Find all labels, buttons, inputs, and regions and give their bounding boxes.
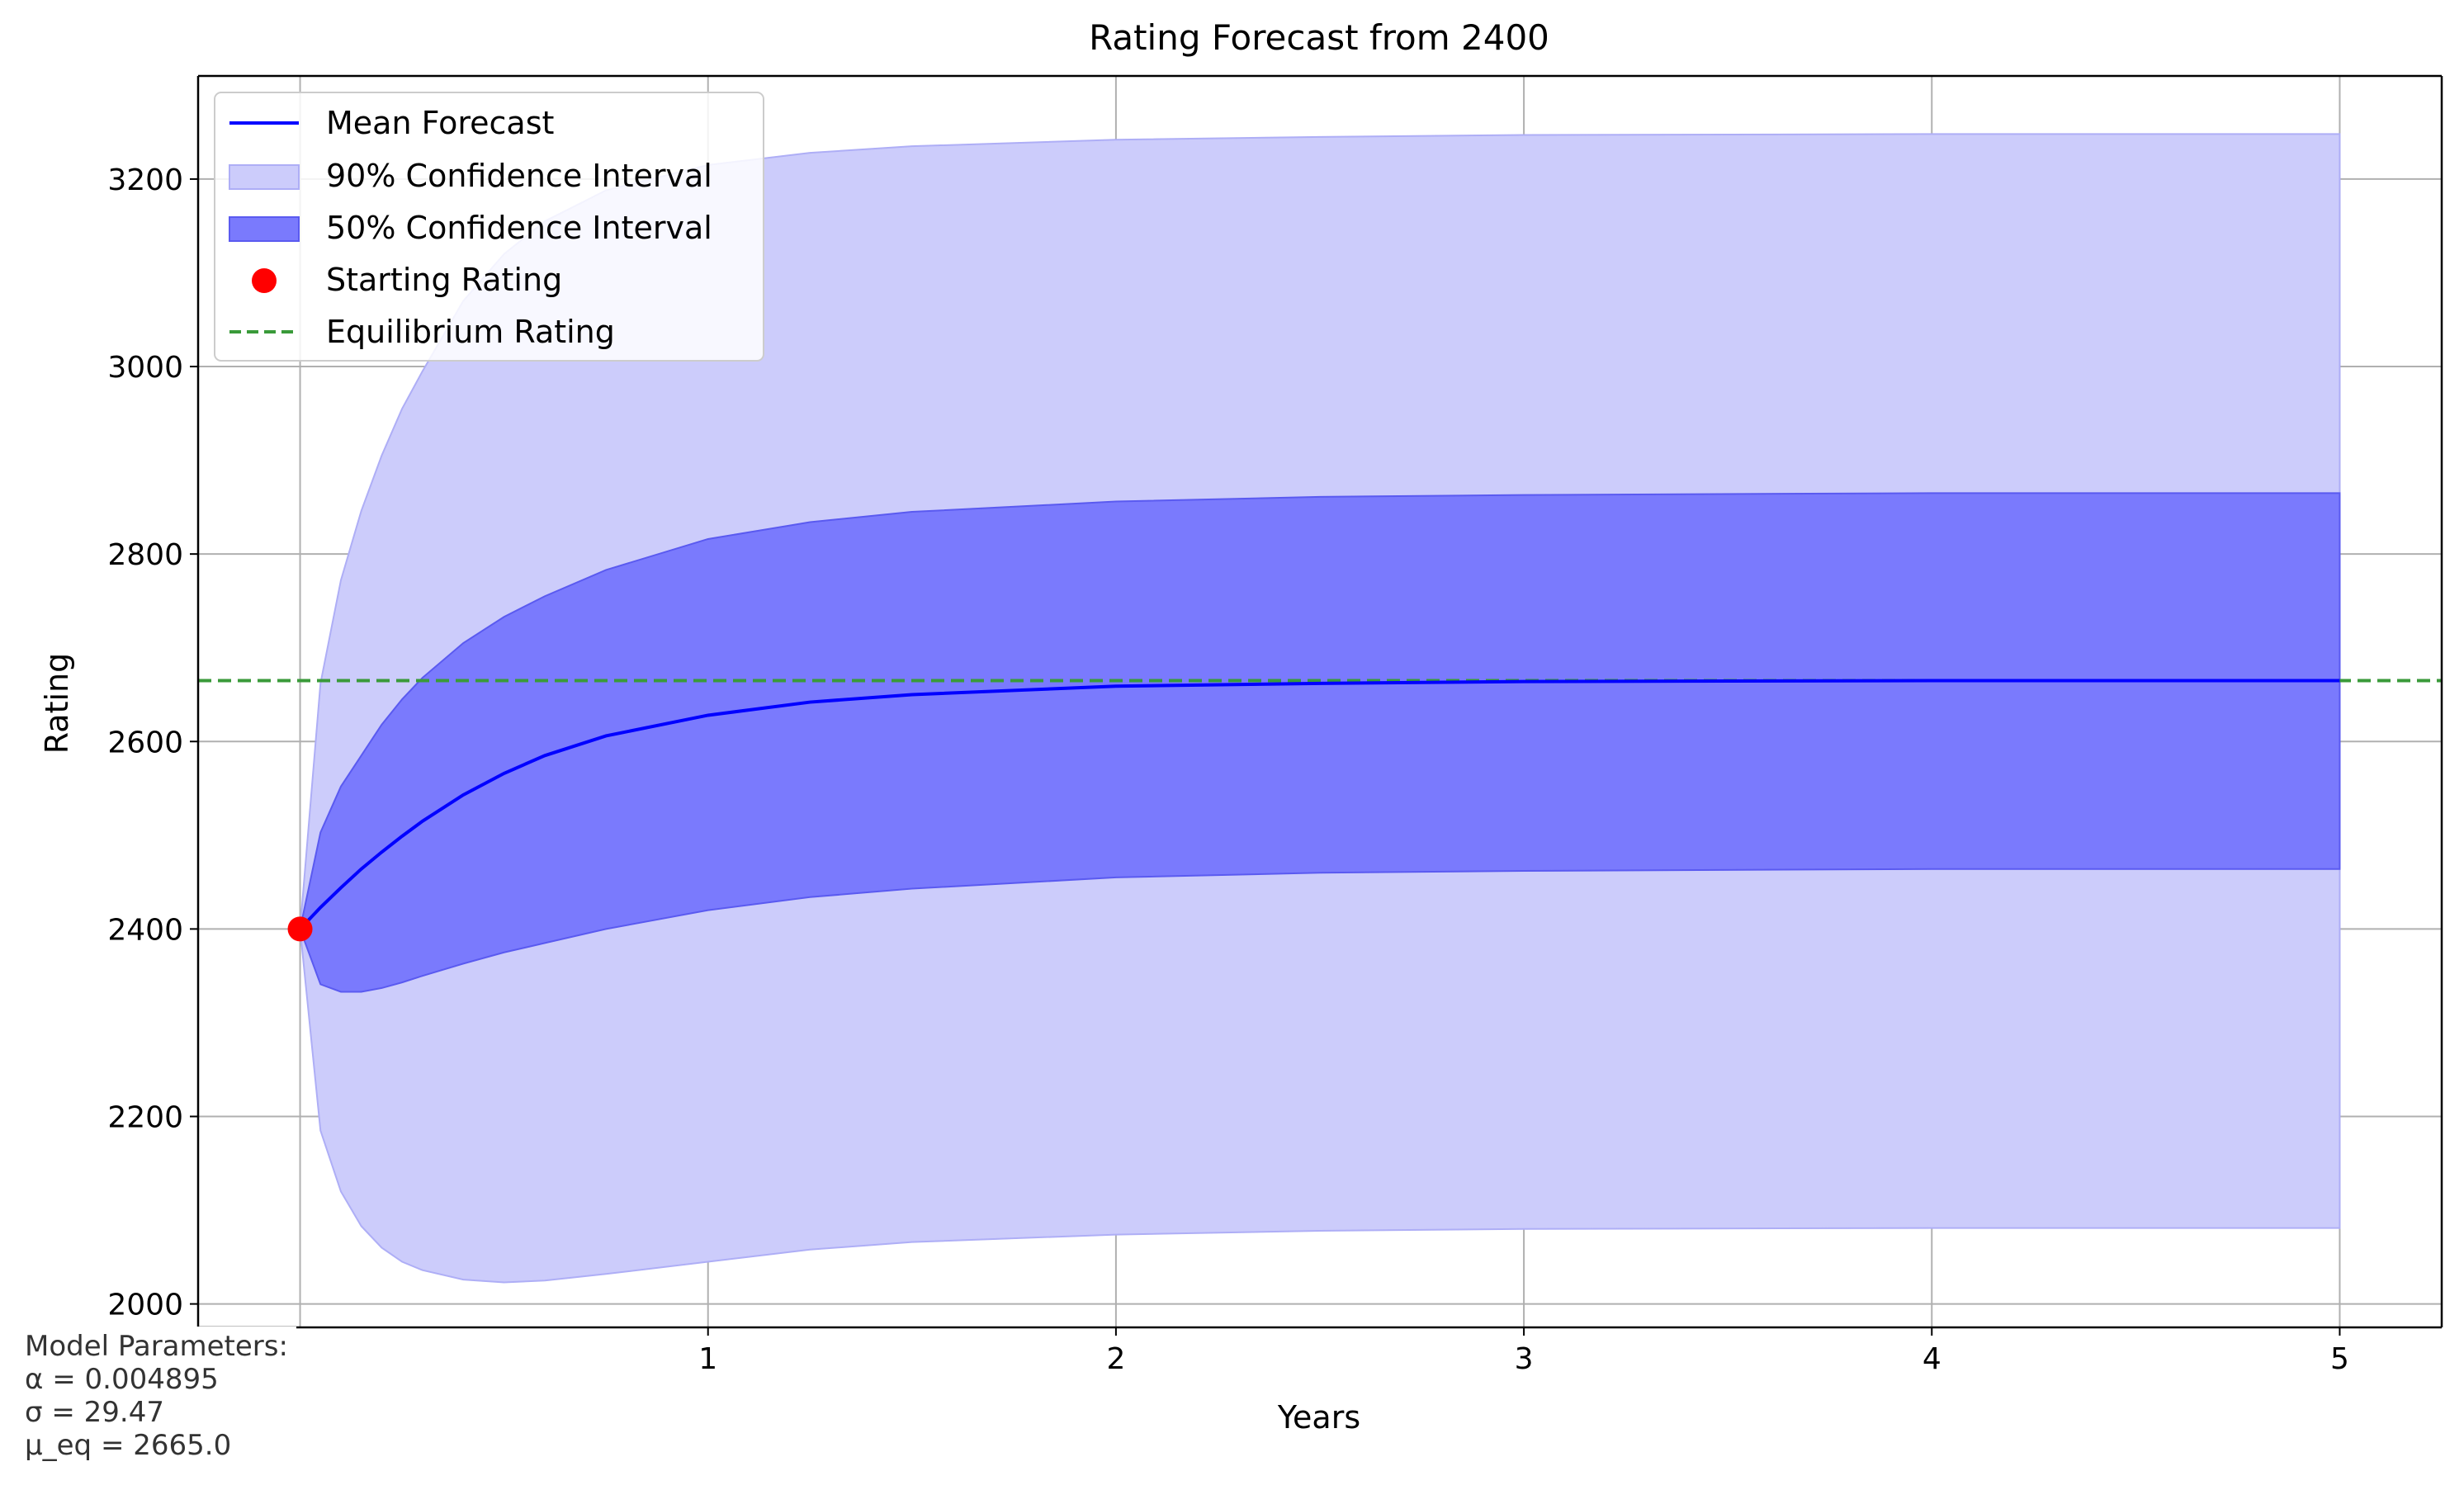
model-parameters: Model Parameters: α = 0.004895 σ = 29.47… bbox=[18, 1327, 296, 1464]
start-point-layer bbox=[287, 916, 313, 942]
x-tick-label: 3 bbox=[1515, 1342, 1534, 1376]
legend-ci90-swatch bbox=[229, 164, 300, 190]
legend-ci90-label: 90% Confidence Interval bbox=[326, 158, 712, 194]
tick-labels: 1 2 3 4 5 2000 2200 2400 2600 2800 3000 3200 bbox=[107, 163, 2349, 1376]
x-tick-label: 2 bbox=[1106, 1342, 1125, 1376]
legend-frame bbox=[214, 92, 764, 362]
legend: Mean Forecast 90% Confidence Interval 50… bbox=[214, 92, 764, 362]
parameter-alpha: α = 0.004895 bbox=[25, 1363, 219, 1396]
parameters-heading: Model Parameters: bbox=[25, 1330, 288, 1363]
legend-ci50-swatch bbox=[229, 216, 300, 242]
x-tick-label: 1 bbox=[698, 1342, 717, 1376]
legend-equilibrium-label: Equilibrium Rating bbox=[326, 314, 615, 350]
y-tick-label: 2200 bbox=[107, 1100, 183, 1134]
parameter-sigma: σ = 29.47 bbox=[25, 1396, 164, 1429]
mean-forecast-line bbox=[299, 679, 2340, 930]
y-tick-label: 2000 bbox=[107, 1289, 183, 1322]
y-tick-label: 2800 bbox=[107, 538, 183, 572]
parameter-mu: μ_eq = 2665.0 bbox=[25, 1429, 232, 1462]
y-axis-label: Rating bbox=[39, 653, 75, 754]
y-tick-label: 3200 bbox=[107, 163, 183, 197]
legend-mean-label: Mean Forecast bbox=[326, 105, 554, 141]
mean-layer bbox=[299, 679, 2340, 930]
legend-start-label: Starting Rating bbox=[326, 262, 562, 298]
legend-ci50-label: 50% Confidence Interval bbox=[326, 210, 712, 246]
x-axis-label: Years bbox=[1277, 1399, 1360, 1436]
axes bbox=[190, 74, 2443, 1336]
y-tick-label: 3000 bbox=[107, 351, 183, 385]
starting-rating-point bbox=[287, 916, 313, 942]
legend-start-marker bbox=[252, 268, 277, 293]
x-tick-label: 4 bbox=[1922, 1342, 1941, 1376]
x-tick-label: 5 bbox=[2330, 1342, 2349, 1376]
y-tick-label: 2600 bbox=[107, 726, 183, 759]
chart-title: Rating Forecast from 2400 bbox=[1089, 17, 1549, 58]
y-tick-label: 2400 bbox=[107, 913, 183, 947]
